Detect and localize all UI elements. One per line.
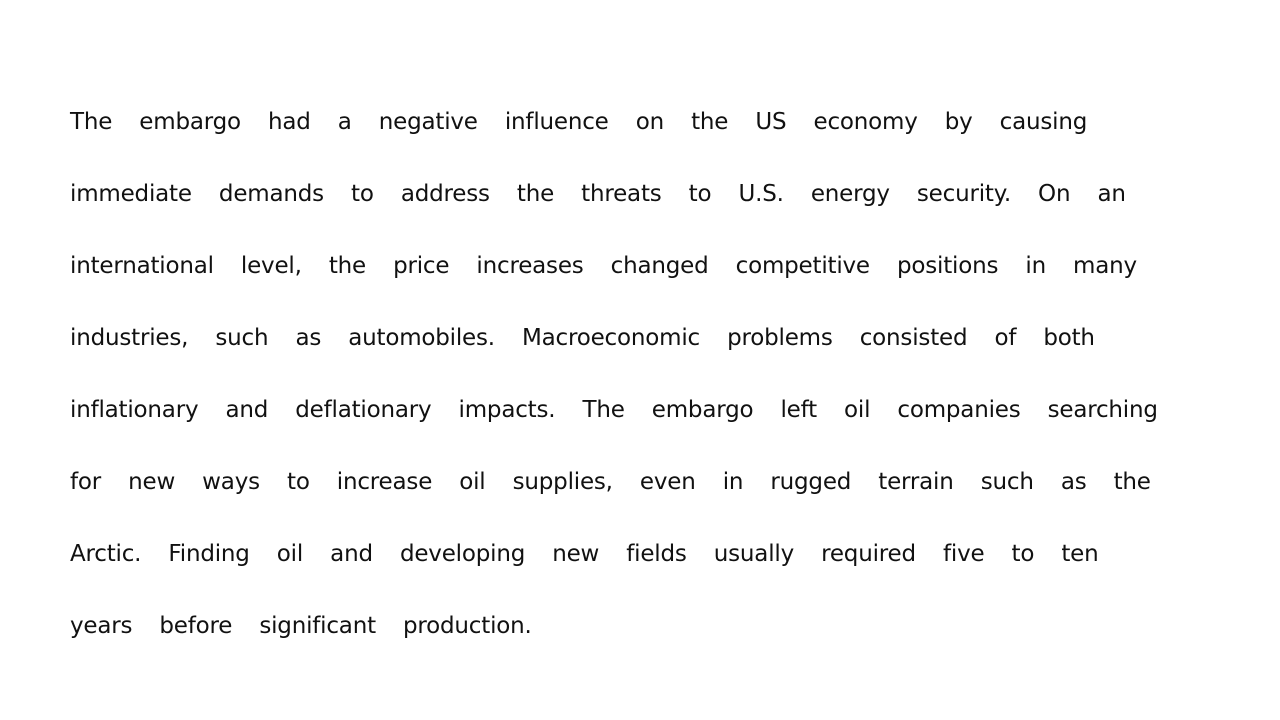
text-line-6: for new ways to increase oil supplies, e… <box>70 469 1151 495</box>
text-line-8: years before significant production. <box>70 613 532 639</box>
text-line-4: industries, such as automobiles. Macroec… <box>70 325 1095 351</box>
text-line-3: international level, the price increases… <box>70 253 1137 279</box>
text-line-1: The embargo had a negative influence on … <box>70 109 1088 135</box>
paragraph: The embargo had a negative influence on … <box>70 86 1230 662</box>
text-line-2: immediate demands to address the threats… <box>70 181 1126 207</box>
text-line-5: inflationary and deflationary impacts. T… <box>70 397 1158 423</box>
text-line-7: Arctic. Finding oil and developing new f… <box>70 541 1099 567</box>
